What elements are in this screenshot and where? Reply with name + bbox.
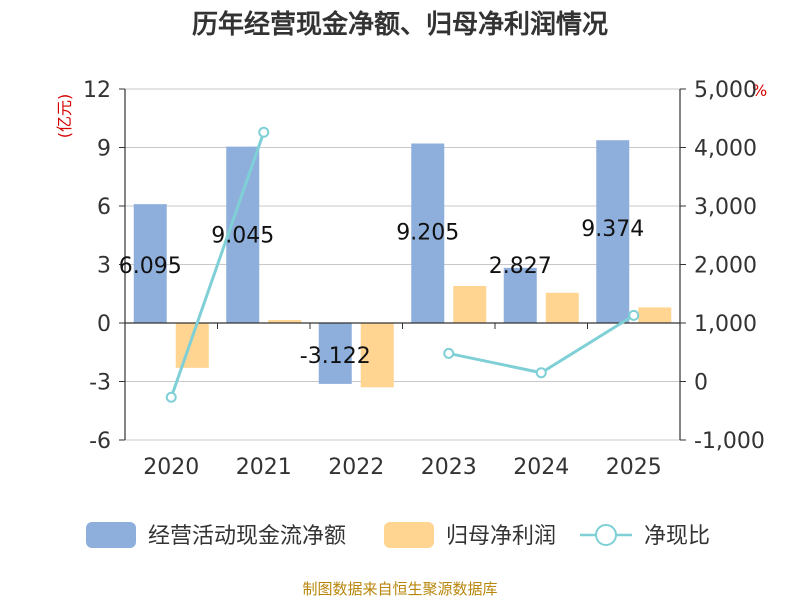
bar-value-label: 9.045	[211, 224, 274, 249]
bar-value-label: -3.122	[300, 344, 371, 369]
bar-value-label: 2.827	[489, 254, 552, 279]
bar-net-profit	[545, 292, 579, 323]
right-tick-label: 2,000	[694, 254, 757, 279]
category-label: 2020	[143, 455, 199, 480]
left-tick-label: 3	[97, 254, 111, 279]
right-tick-label: 3,000	[694, 195, 757, 220]
legend-label-net-profit: 归母净利润	[446, 524, 556, 549]
legend: 经营活动现金流净额 归母净利润 净现比	[86, 522, 710, 549]
right-tick-label: 5,000	[694, 78, 757, 103]
legend-swatch-cash-flow	[86, 522, 136, 548]
legend-swatch-net-profit	[384, 522, 434, 548]
ratio-point	[443, 347, 455, 359]
left-tick-label: 6	[97, 195, 111, 220]
legend-label-cash-flow: 经营活动现金流净额	[148, 524, 346, 549]
bar-cash-flow	[411, 143, 445, 323]
bar-cash-flow	[503, 267, 537, 323]
bar-net-profit	[638, 307, 672, 323]
ratio-point	[258, 126, 270, 138]
category-label: 2022	[328, 455, 384, 480]
right-tick-label: 0	[694, 371, 708, 396]
legend-label-ratio: 净现比	[644, 524, 710, 549]
data-labels: 6.095 9.045 -3.122 9.205 2.827 9.374	[119, 217, 644, 369]
chart-title: 历年经营现金净额、归母净利润情况	[191, 10, 608, 40]
bar-net-profit	[453, 285, 487, 323]
bar-net-profit	[360, 323, 394, 388]
left-tick-label: -6	[89, 429, 111, 454]
category-label: 2024	[513, 455, 569, 480]
ratio-point	[165, 391, 177, 403]
axes: 12 9 6 3 0 -3 -6 5,000 4,000 3,000 2,000 1,000 0 -1,0…	[83, 78, 765, 480]
ratio-line	[165, 126, 640, 403]
bar-net-profit	[268, 320, 302, 323]
left-tick-label: 9	[97, 137, 111, 162]
ratio-line-segment	[169, 131, 266, 398]
ratio-point	[535, 367, 547, 379]
bar-cash-flow	[596, 140, 630, 323]
right-tick-label: -1,000	[694, 429, 765, 454]
category-label: 2021	[236, 455, 292, 480]
ratio-line-segment	[448, 314, 635, 375]
left-tick-label: 12	[83, 78, 111, 103]
bar-value-label: 9.205	[396, 221, 459, 246]
right-axis-unit: %	[752, 81, 767, 100]
bar-cash-flow	[226, 146, 260, 323]
bar-net-profit	[175, 323, 209, 368]
bar-value-label: 6.095	[119, 254, 182, 279]
source-note: 制图数据来自恒生聚源数据库	[302, 580, 497, 598]
ratio-point	[628, 309, 640, 321]
category-label: 2023	[421, 455, 477, 480]
right-tick-label: 1,000	[694, 312, 757, 337]
right-tick-label: 4,000	[694, 137, 757, 162]
bar-cash-flow	[318, 323, 352, 384]
legend-marker-ratio	[595, 524, 617, 546]
category-label: 2025	[606, 455, 662, 480]
left-axis-unit: (亿元)	[55, 94, 74, 139]
bars	[133, 140, 672, 388]
bar-value-label: 9.374	[581, 217, 644, 242]
left-tick-label: 0	[97, 312, 111, 337]
left-tick-label: -3	[89, 371, 111, 396]
bar-cash-flow	[133, 204, 167, 323]
